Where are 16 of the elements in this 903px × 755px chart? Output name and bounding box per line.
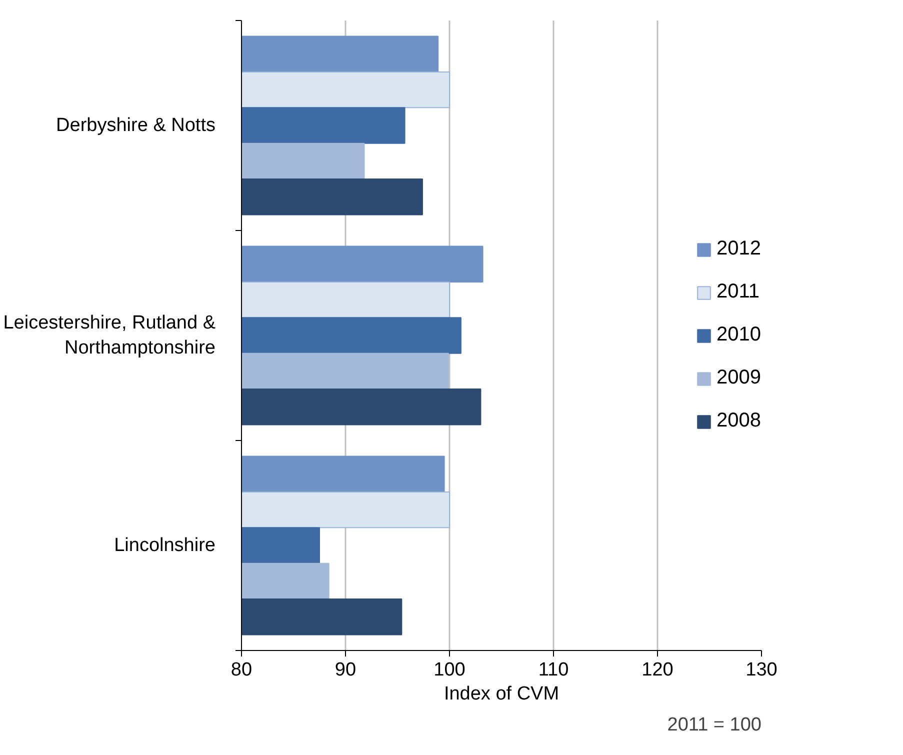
legend-label: 2011 [716, 280, 760, 304]
x-tick-label: 130 [746, 660, 778, 680]
legend-label: 2012 [716, 238, 761, 260]
legend-label: 2008 [716, 410, 761, 432]
x-tick-label: 80 [230, 660, 252, 680]
x-tick-label: 90 [334, 660, 356, 680]
x-tick-label: 110 [538, 660, 569, 680]
legend-label: 2010 [716, 324, 761, 346]
y-tick-label: Derbyshire & Notts [56, 115, 216, 136]
y-tick-label: Leicestershire, Rutland & Northamptonshire [3, 312, 216, 359]
y-tick-label: Lincolnshire [114, 535, 216, 556]
x-tick-label: 120 [642, 660, 674, 680]
legend-label: 2009 [716, 366, 761, 390]
text: 2011 = 100 [667, 714, 762, 736]
x-tick-label: 100 [434, 660, 466, 680]
x-axis-title: Index of CVM [444, 684, 560, 704]
